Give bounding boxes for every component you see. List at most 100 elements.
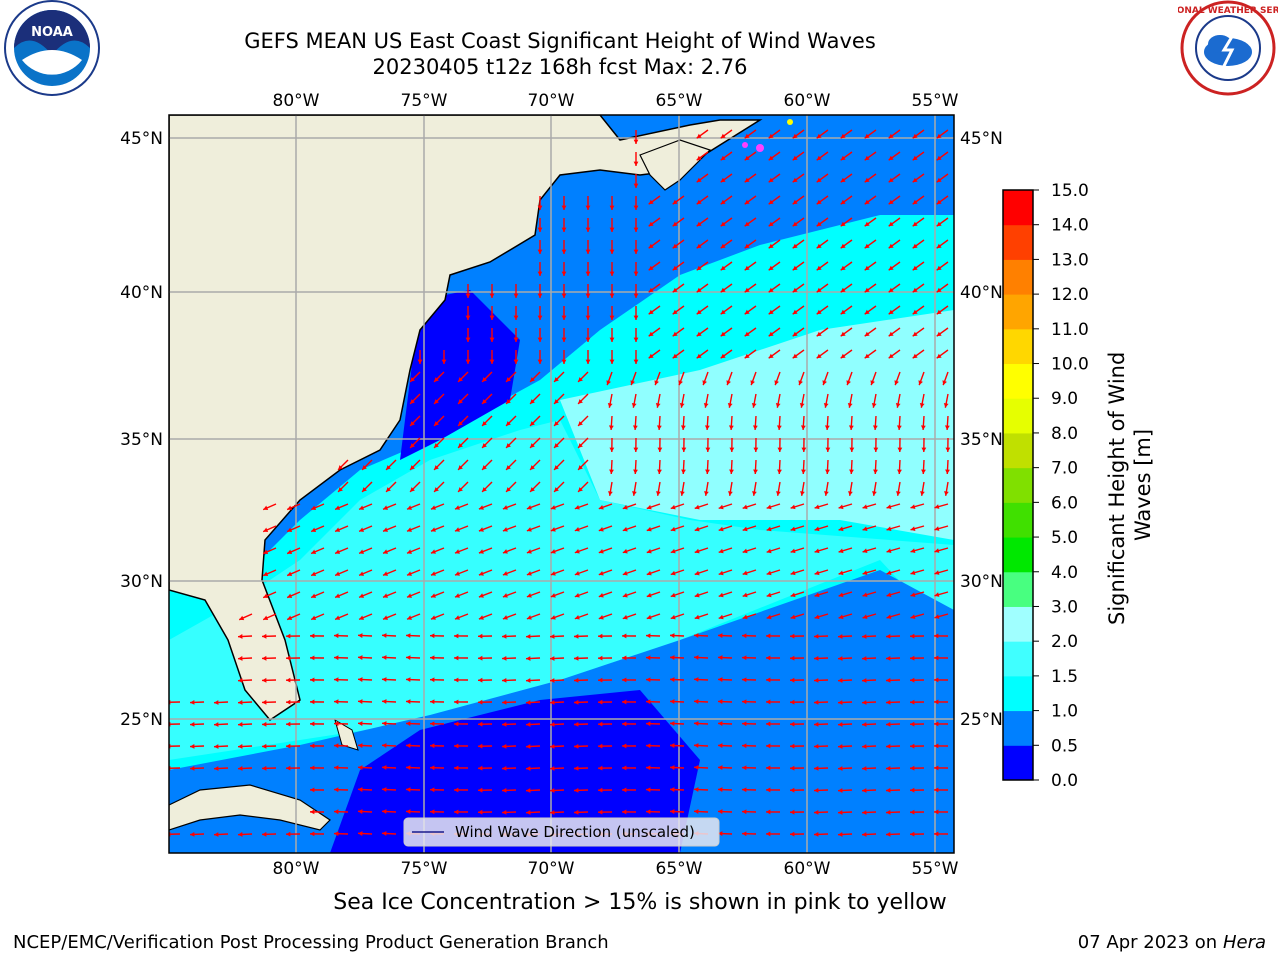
wind-wave-arrowhead (934, 655, 939, 661)
wind-wave-arrowhead (238, 832, 243, 837)
colorbar-swatch (1003, 710, 1033, 746)
wind-wave-arrowhead (310, 721, 315, 727)
colorbar-tick-label: 15.0 (1051, 181, 1089, 201)
wind-wave-arrowhead (648, 331, 654, 337)
wind-wave-arrowhead (694, 721, 699, 726)
wind-wave-arrowhead (864, 265, 870, 271)
wind-wave-arrowhead (888, 155, 894, 161)
wind-wave-arrowhead (864, 133, 870, 139)
wind-wave-arrowhead (430, 809, 435, 815)
wind-wave-arrowhead (776, 491, 781, 496)
wind-wave-arrowhead (848, 491, 853, 496)
wind-wave-arrowhead (744, 353, 750, 359)
wind-wave-arrowhead (574, 633, 579, 639)
wind-wave-arrowhead (622, 614, 628, 620)
colorbar-tick-label: 7.0 (1051, 459, 1078, 479)
wind-wave-arrowhead (742, 743, 747, 749)
wind-wave-arrowhead (790, 677, 795, 683)
wind-wave-arrowhead (886, 504, 892, 509)
wind-wave-arrowhead (886, 570, 892, 575)
lon-label-bottom: 70°W (528, 859, 575, 879)
wind-wave-arrowhead (334, 699, 339, 705)
wind-wave-arrows (169, 129, 951, 837)
wind-wave-arrowhead (513, 359, 519, 364)
wind-wave-arrowhead (838, 570, 844, 576)
wind-wave-arrowhead (934, 633, 939, 639)
wind-wave-arrowhead (774, 380, 779, 386)
wind-wave-arrowhead (633, 227, 639, 232)
wind-wave-arrowhead (790, 655, 795, 661)
lat-label-left: 25°N (120, 710, 163, 730)
wind-wave-arrowhead (550, 615, 556, 620)
wind-wave-arrowhead (694, 787, 699, 792)
wind-wave-arrowhead (768, 243, 774, 249)
wind-wave-arrowhead (362, 465, 367, 470)
wind-wave-arrowhead (694, 504, 700, 510)
wind-wave-arrowhead (670, 721, 675, 726)
wind-wave-arrowhead (407, 615, 412, 620)
wind-wave-arrowhead (670, 614, 676, 620)
wind-wave-arrowhead (434, 377, 439, 382)
wind-wave-arrowhead (646, 699, 651, 705)
colorbar-tick-label: 3.0 (1051, 597, 1078, 617)
chart-title: GEFS MEAN US East Coast Significant Heig… (244, 29, 876, 53)
wind-wave-arrowhead (814, 614, 820, 620)
wind-wave-arrowhead (430, 787, 435, 793)
wind-wave-arrowhead (702, 380, 707, 386)
wind-wave-arrowhead (286, 655, 291, 661)
wind-wave-arrowhead (919, 402, 925, 408)
wind-wave-arrowhead (574, 549, 580, 554)
wind-wave-arrowhead (537, 315, 543, 320)
wind-wave-arrowhead (816, 155, 822, 161)
wind-wave-arrowhead (406, 655, 411, 660)
wind-wave-arrowhead (790, 633, 795, 639)
wind-wave-arrowhead (598, 677, 603, 683)
wind-wave-arrowhead (382, 809, 387, 814)
colorbar-swatch (1003, 467, 1033, 503)
wind-wave-arrowhead (407, 593, 412, 598)
colorbar-tick-label: 5.0 (1051, 528, 1078, 548)
wind-wave-arrowhead (526, 615, 532, 620)
wind-wave-arrowhead (934, 677, 939, 683)
lon-label-top: 80°W (273, 91, 320, 111)
wind-wave-arrowhead (537, 359, 543, 364)
wind-wave-arrowhead (335, 593, 341, 598)
wind-wave-arrowhead (410, 377, 415, 382)
wind-wave-arrowhead (886, 526, 892, 531)
land-nova-scotia (639, 139, 712, 191)
wind-wave-arrowhead (434, 443, 439, 448)
wind-wave-arrowhead (792, 265, 798, 271)
wind-wave-arrowhead (407, 505, 412, 510)
wind-wave-arrowhead (609, 205, 615, 210)
wind-wave-arrowhead (430, 743, 435, 749)
wind-wave-arrowhead (434, 465, 439, 470)
wind-wave-arrowhead (169, 765, 171, 771)
wind-wave-arrowhead (550, 527, 556, 532)
wind-wave-arrowhead (888, 177, 894, 183)
colorbar-swatch (1003, 432, 1033, 469)
wind-wave-arrowhead (672, 287, 678, 293)
wind-wave-arrowhead (310, 787, 315, 793)
lat-label-left: 35°N (120, 430, 163, 450)
wind-wave-arrowhead (585, 315, 591, 320)
wind-wave-arrowhead (622, 548, 628, 554)
wind-wave-arrowhead (862, 788, 867, 793)
wind-wave-arrowhead (310, 699, 315, 705)
wind-wave-arrowhead (822, 380, 827, 386)
wind-wave-arrowhead (670, 526, 676, 532)
wind-wave-arrowhead (766, 526, 772, 532)
wind-wave-arrowhead (816, 287, 822, 293)
lon-label-bottom: 60°W (784, 859, 831, 879)
wind-wave-arrowhead (550, 571, 556, 576)
wind-wave-arrowhead (263, 571, 269, 577)
wind-wave-arrowhead (790, 526, 796, 532)
wind-wave-arrowhead (633, 447, 639, 452)
wind-wave-arrowhead (934, 592, 940, 597)
wind-wave-arrowhead (934, 614, 940, 619)
wind-wave-arrowhead (694, 633, 699, 638)
wind-wave-arrowhead (478, 615, 484, 620)
wind-wave-arrowhead (359, 593, 365, 598)
wind-wave-arrowhead (383, 549, 389, 554)
wind-wave-arrowhead (190, 831, 195, 837)
wind-wave-arrowhead (338, 487, 343, 492)
